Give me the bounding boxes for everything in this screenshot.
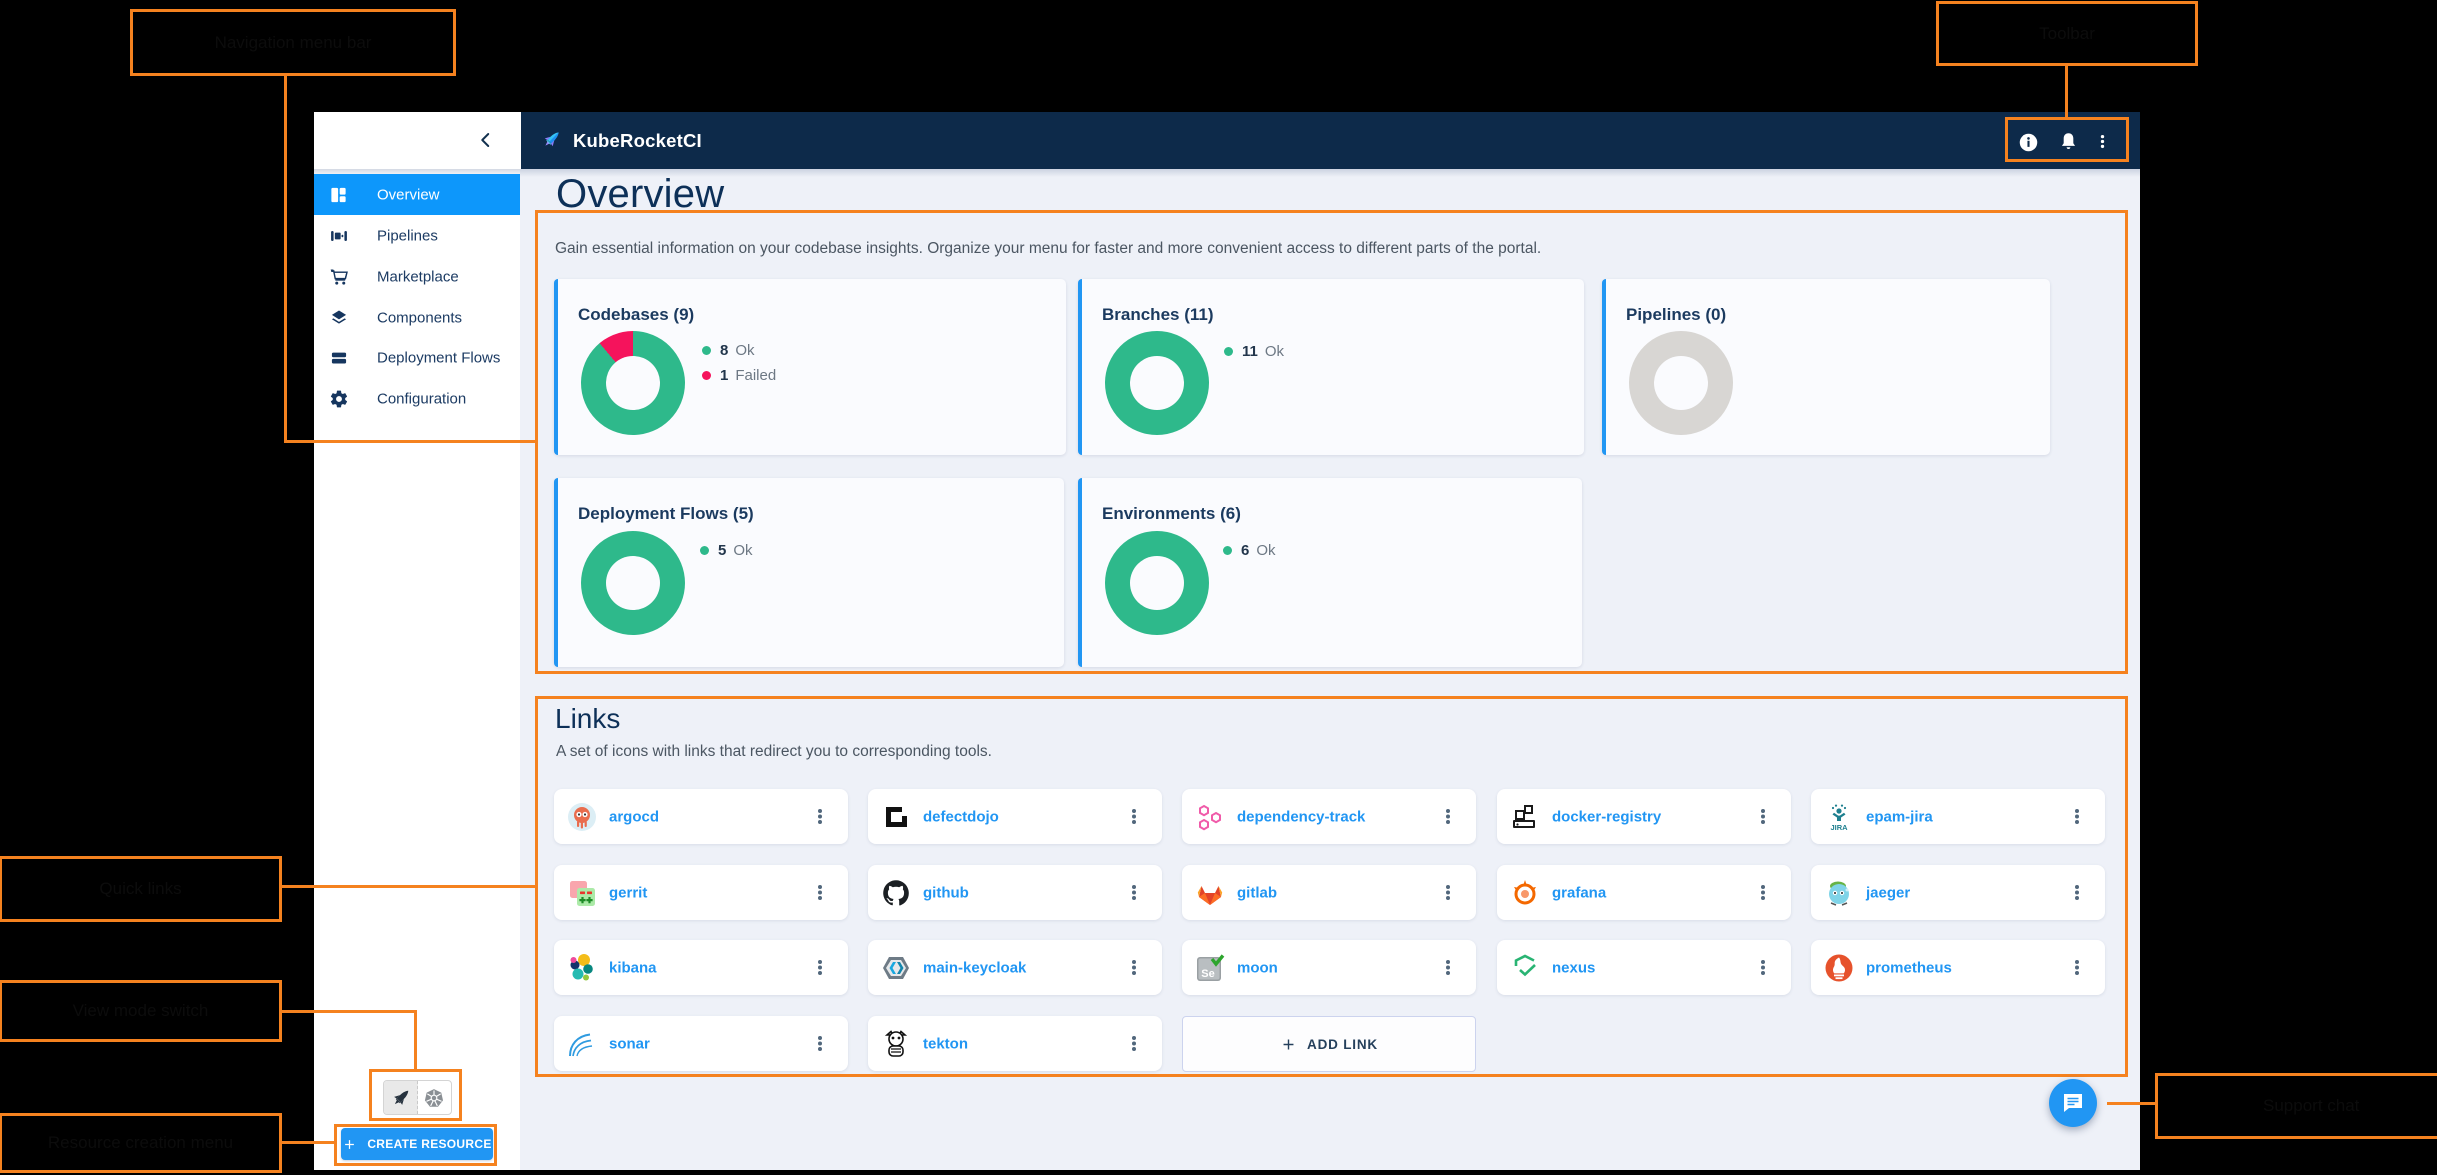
svg-text:Se: Se (1201, 968, 1214, 980)
svg-text:JIRA: JIRA (1830, 823, 1848, 832)
